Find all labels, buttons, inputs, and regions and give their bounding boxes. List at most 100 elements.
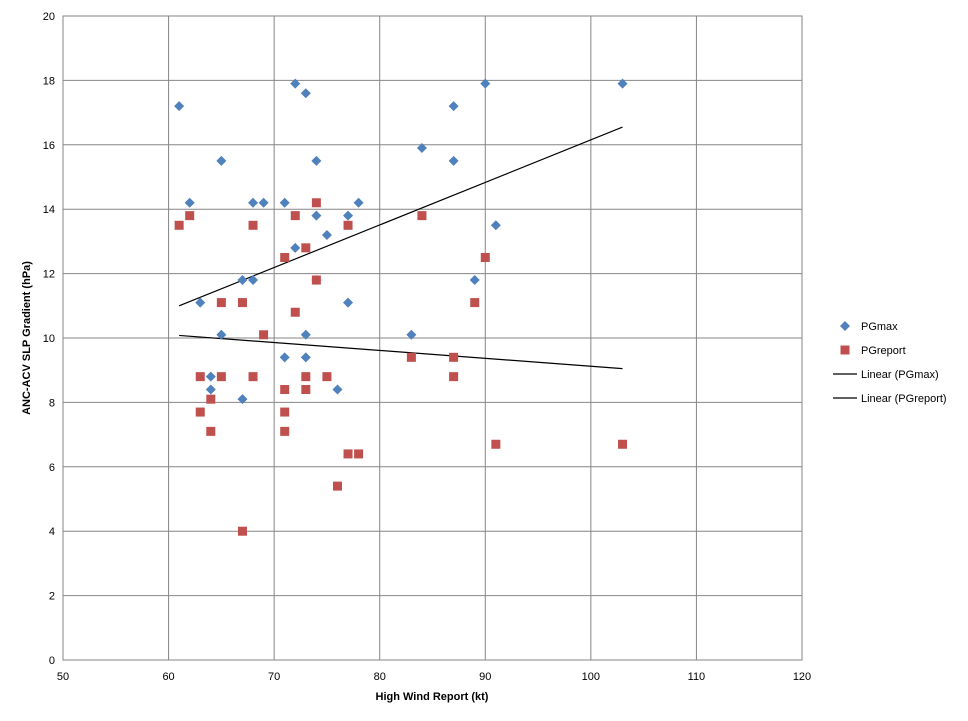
pgmax-point <box>248 275 259 286</box>
pgmax-point <box>480 78 491 89</box>
legend-label: PGreport <box>861 345 906 357</box>
x-tick-label: 110 <box>688 671 706 683</box>
pgmax-point <box>290 78 301 89</box>
pgmax-point <box>237 394 248 405</box>
y-tick-label: 18 <box>43 75 55 87</box>
pgreport-point <box>174 220 184 230</box>
pgmax-point <box>184 197 195 208</box>
pgreport-point <box>301 385 311 395</box>
pgmax-point <box>174 101 185 112</box>
y-tick-label: 6 <box>49 462 55 474</box>
pgreport-point <box>248 220 258 230</box>
y-tick-label: 8 <box>49 397 55 409</box>
gridlines <box>63 16 802 660</box>
pgmax-point <box>311 155 322 166</box>
pgreport-point <box>449 352 459 362</box>
pgreport-point <box>237 526 247 536</box>
pgreport-point <box>354 449 364 459</box>
legend-label: Linear (PGmax) <box>861 369 939 381</box>
y-tick-label: 12 <box>43 269 55 281</box>
y-tick-label: 0 <box>49 655 55 667</box>
x-tick-label: 50 <box>57 671 69 683</box>
pgreport-point <box>280 407 290 417</box>
y-tick-labels: 0 2 4 6 8 10 12 14 16 18 20 <box>43 11 55 667</box>
pgreport-point <box>301 372 311 382</box>
pgreport-point <box>480 253 490 262</box>
pgmax-point <box>195 297 206 308</box>
pgreport-point <box>206 394 216 404</box>
trendline <box>179 334 623 370</box>
pgmax-point <box>469 275 480 286</box>
pgmax-point <box>353 197 364 208</box>
pgmax-point <box>343 297 354 308</box>
pgreport-point <box>290 211 300 221</box>
y-tick-label: 10 <box>43 333 55 345</box>
legend: PGmax PGreport Linear (PGmax) Linear (PGrep… <box>833 321 947 405</box>
y-tick-label: 14 <box>43 204 55 216</box>
pgmax-point <box>248 197 259 208</box>
legend-marker-pgreport <box>840 345 850 355</box>
pgreport-point <box>343 220 353 230</box>
pgreport-point <box>322 372 332 382</box>
pgreport-point <box>301 243 311 253</box>
pgmax-point <box>617 78 628 89</box>
pgreport-point <box>195 407 205 417</box>
pgreport-point <box>185 211 195 221</box>
pgreport-point <box>216 372 226 382</box>
pgreport-point <box>195 372 205 382</box>
x-axis-title: High Wind Report (kt) <box>376 691 489 703</box>
pgreport-point <box>406 352 416 362</box>
pgreport-point <box>470 298 480 308</box>
x-tick-labels: 50 60 70 80 90 100 110 120 <box>57 671 811 683</box>
pgmax-point <box>300 88 311 99</box>
pgmax-point <box>416 143 427 154</box>
x-tick-label: 80 <box>374 671 386 683</box>
y-tick-label: 4 <box>49 526 55 538</box>
y-tick-label: 16 <box>43 140 55 152</box>
x-tick-label: 120 <box>793 671 811 683</box>
pgmax-point <box>311 210 322 221</box>
pgreport-point <box>259 330 269 340</box>
pgreport-point <box>618 439 628 449</box>
pgreport-point <box>280 253 290 262</box>
pgmax-point <box>490 220 501 231</box>
pgreport-point <box>206 426 216 436</box>
pgmax-point <box>300 352 311 363</box>
pgmax-point <box>406 329 417 340</box>
pgreport-point <box>311 275 321 285</box>
pgmax-point <box>448 155 459 166</box>
y-tick-label: 20 <box>43 11 55 23</box>
pgmax-point <box>237 275 248 286</box>
pgreport-point <box>311 198 321 208</box>
pgreport-point <box>290 307 300 317</box>
pgmax-point <box>300 329 311 340</box>
pgreport-point <box>216 298 226 308</box>
pgmax-point <box>279 352 290 363</box>
legend-label: PGmax <box>861 321 898 333</box>
pgmax-point <box>216 329 227 340</box>
y-axis-title: ANC-ACV SLP Gradient (hPa) <box>21 261 33 415</box>
pgmax-point <box>290 242 301 253</box>
pgreport-point <box>343 449 353 459</box>
x-tick-label: 90 <box>479 671 491 683</box>
x-tick-label: 70 <box>268 671 280 683</box>
pgmax-point <box>279 197 290 208</box>
pgreport-point <box>248 372 258 382</box>
pgreport-point <box>417 211 427 221</box>
x-tick-label: 60 <box>162 671 174 683</box>
x-tick-label: 100 <box>582 671 600 683</box>
trendlines <box>178 126 623 370</box>
legend-marker-pgmax <box>840 321 850 331</box>
pgmax-point <box>448 101 459 112</box>
pgmax-point <box>205 371 216 382</box>
legend-label: Linear (PGreport) <box>861 393 947 405</box>
pgmax-point <box>332 384 343 395</box>
pgreport-point <box>332 481 342 491</box>
pgmax-point <box>321 229 332 240</box>
pgmax-point <box>343 210 354 221</box>
pgreport-point <box>237 298 247 308</box>
pgreport-point <box>280 426 290 436</box>
pgreport-point <box>449 372 459 382</box>
plot-area-frame <box>62 15 803 661</box>
